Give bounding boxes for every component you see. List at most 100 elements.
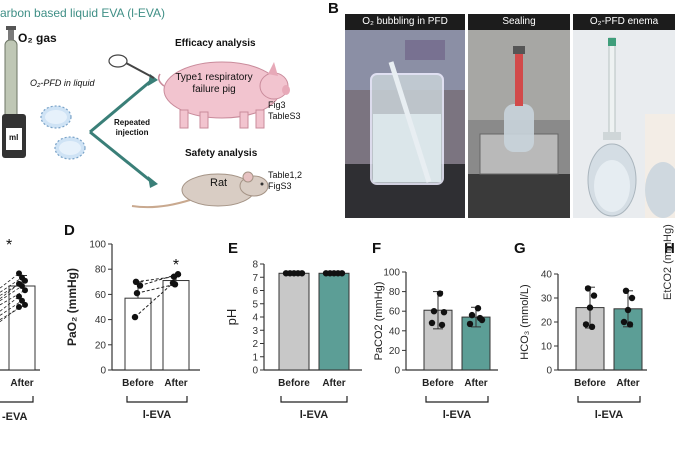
y-tick-label: 6 [252, 286, 258, 297]
y-tick-label: 5 [252, 299, 258, 310]
x-tick-label: Before [422, 378, 454, 389]
y-tick-label: 0 [252, 366, 258, 377]
group-label: l-EVA [595, 409, 624, 421]
data-point [622, 287, 630, 294]
data-point [22, 301, 28, 308]
chart-f: 0 20 40 60 80 100 PaCO2 (mmHg) Before After l-EVA [373, 268, 498, 421]
panel-d-letter: D [64, 222, 75, 239]
group-bracket [280, 396, 348, 403]
data-point [582, 321, 590, 328]
data-point [131, 313, 139, 321]
y-tick-label: 2 [252, 339, 258, 350]
container-text: ml [9, 133, 19, 142]
x-tick-label: Before [122, 378, 154, 389]
data-point [588, 323, 596, 330]
pair-line [0, 277, 23, 293]
data-point [474, 305, 482, 312]
data-point [620, 318, 628, 326]
group-label: -EVA [2, 411, 28, 423]
group-bracket [126, 396, 188, 403]
y-axis-label: PaO₂ (mmHg) [65, 268, 79, 346]
bar [124, 297, 152, 371]
x-tick-label: Before [278, 378, 310, 389]
significance-star: * [6, 237, 12, 254]
data-point [132, 278, 140, 285]
data-point [22, 287, 28, 294]
x-tick-label: After [616, 378, 639, 389]
y-tick-label: 60 [389, 307, 401, 318]
data-point [440, 308, 448, 316]
significance-star: * [173, 257, 179, 274]
photo-title: O₂-PFD enema [573, 14, 675, 30]
data-point [133, 289, 141, 297]
data-point [19, 297, 25, 304]
group-label: l-EVA [143, 409, 172, 421]
bar [278, 272, 310, 371]
data-point [16, 270, 22, 277]
data-point [624, 306, 632, 314]
panel-a: arbon based liquid EVA (l-EVA) O₂ gas O₂… [0, 0, 345, 220]
data-point [466, 320, 474, 328]
x-tick-label: After [464, 378, 487, 389]
droplet-icon [38, 103, 74, 136]
x-tick-label: After [322, 378, 345, 389]
efficacy-title: Efficacy analysis [175, 38, 256, 49]
data-point [174, 271, 182, 278]
y-tick-label: 7 [252, 273, 258, 284]
data-point [16, 293, 22, 300]
pair-line [139, 273, 179, 287]
y-tick-label: 0 [100, 366, 106, 377]
pair-line [136, 283, 176, 294]
x-tick-label: Before [574, 378, 606, 389]
pair-line [0, 283, 20, 299]
gas-label: O₂ gas [18, 31, 57, 45]
bar [318, 272, 350, 371]
panel-h-ylabel: EtCO2 (mmHg) [662, 224, 674, 300]
data-point [590, 292, 598, 299]
data-point [584, 285, 592, 292]
data-point [436, 290, 444, 297]
chart-c: After -EVA * [0, 237, 40, 423]
data-point [468, 311, 476, 319]
y-axis-label: PaCO2 (mmHg) [373, 282, 385, 361]
gas-cylinder-icon [2, 26, 20, 141]
y-tick-label: 40 [95, 315, 107, 326]
y-tick-label: 20 [389, 346, 401, 357]
y-axis-label: HCO₃ (mmol/L) [519, 284, 531, 359]
chart-g: 0 10 20 30 40 HCO₃ (mmol/L) Before After l-EVA [519, 270, 647, 421]
data-point [626, 321, 634, 328]
panel-g-letter: G [514, 240, 526, 257]
pair-line [134, 282, 174, 318]
photo-title: O₂ bubbling in PFD [345, 14, 465, 30]
group-label: l-EVA [300, 409, 329, 421]
safety-title: Safety analysis [185, 148, 258, 159]
x-tick-label: After [10, 378, 33, 389]
rat-label: Rat [210, 177, 228, 189]
group-bracket [577, 396, 641, 403]
pig-refs: Fig3 TableS3 [268, 100, 301, 121]
pair-line [0, 306, 20, 323]
photo-o2-pfd-enema: O₂-PFD enema [573, 14, 675, 218]
pair-line [0, 273, 20, 289]
data-point [586, 304, 594, 311]
pair-line [0, 300, 23, 316]
data-point [438, 321, 446, 329]
pair-line [0, 285, 23, 302]
rat-refs: Table1,2 FigS3 [268, 170, 303, 191]
x-tick-label: After [164, 378, 187, 389]
y-axis-label: pH [224, 309, 239, 326]
y-tick-label: 0 [394, 366, 400, 377]
chart-e: 0 1 2 3 4 5 6 7 8 pH Before After l-EVA [224, 260, 362, 421]
data-point [16, 304, 22, 310]
photo-o2-bubbling: O₂ bubbling in PFD [345, 14, 465, 218]
y-tick-label: 80 [95, 265, 107, 276]
data-point [428, 319, 436, 327]
bar [8, 285, 36, 371]
data-point [298, 270, 306, 277]
y-tick-label: 20 [541, 318, 553, 329]
container-icon [0, 112, 30, 165]
panel-h-letter: H [664, 240, 675, 257]
data-point [430, 308, 438, 315]
y-tick-label: 80 [389, 287, 401, 298]
panel-b-letter: B [328, 0, 339, 17]
